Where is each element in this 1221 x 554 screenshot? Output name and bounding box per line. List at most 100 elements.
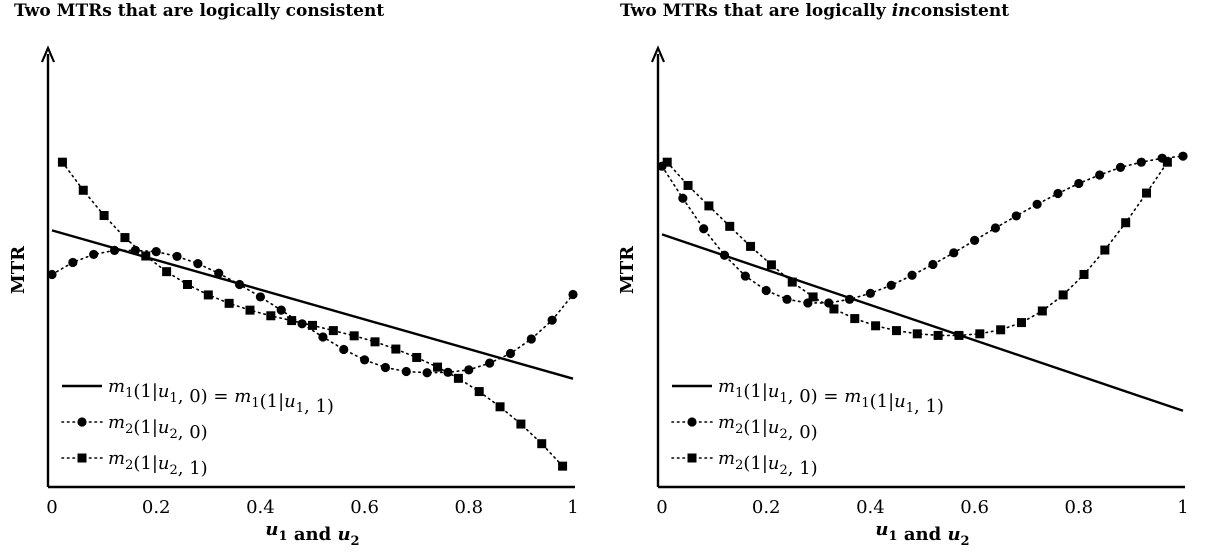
data-point [474, 387, 484, 397]
series-2 [657, 151, 1188, 308]
x-axis-label: u1 and u2 [265, 519, 359, 549]
series-line [51, 249, 574, 374]
legend-label: m2(1|u2, 0) [108, 412, 208, 443]
data-point [255, 292, 265, 302]
data-point [141, 251, 151, 261]
data-point [99, 211, 109, 221]
data-point [109, 245, 120, 256]
x-tick-label: 0.6 [960, 497, 989, 518]
data-point [89, 249, 99, 260]
data-point [990, 223, 1001, 233]
series-3 [662, 157, 1172, 340]
data-point [547, 315, 557, 325]
series-line [666, 161, 1169, 337]
data-point [907, 270, 917, 280]
data-point [970, 235, 980, 245]
data-point [949, 248, 959, 258]
chart-title: Two MTRs that are logically inconsistent [620, 1, 1009, 21]
data-point [844, 294, 855, 304]
data-point [151, 247, 161, 257]
x-tick-label: 0 [46, 497, 57, 518]
data-point [1032, 199, 1042, 209]
data-point [704, 201, 714, 211]
data-point [276, 305, 286, 315]
legend-label: m2(1|u2, 0) [718, 412, 818, 443]
data-point [1079, 269, 1089, 279]
data-point [453, 373, 463, 383]
data-point [1100, 245, 1110, 255]
data-point [505, 348, 516, 359]
data-point [224, 298, 234, 308]
data-point [568, 289, 578, 300]
y-axis-label: MTR [617, 245, 638, 294]
data-point [662, 157, 672, 167]
data-point [120, 233, 130, 243]
legend: m1(1|u1, 0) = m1(1|u1, 1)m2(1|u2, 0) m2(1… [671, 376, 944, 479]
data-point [234, 279, 245, 290]
data-point [203, 290, 213, 300]
data-point [391, 344, 401, 354]
data-point [719, 250, 730, 260]
data-point [339, 344, 349, 355]
series-3 [57, 157, 568, 471]
data-point [782, 294, 792, 304]
data-point [370, 337, 380, 347]
legend-label: m1(1|u1, 0) = m1(1|u1, 1) [108, 376, 334, 417]
data-point [829, 304, 839, 314]
y-axis-label: MTR [8, 245, 29, 294]
data-point [495, 402, 505, 412]
data-point [360, 355, 370, 365]
x-tick-label: 0.8 [454, 497, 483, 518]
data-point [245, 305, 255, 315]
data-point [1074, 178, 1084, 189]
data-point [47, 269, 57, 280]
series-1 [661, 233, 1184, 412]
series-line [661, 155, 1184, 304]
chart-panel-2: Two MTRs that are logically inconsistent… [617, 1, 1189, 549]
data-point [214, 268, 224, 278]
x-tick-label: 0.4 [246, 497, 275, 518]
data-point [850, 314, 860, 324]
y-axis-arrow [40, 45, 56, 63]
data-point [401, 366, 411, 377]
data-point [891, 326, 901, 336]
data-point [699, 224, 709, 234]
data-point [975, 329, 985, 339]
data-point [78, 185, 88, 195]
legend-label: m1(1|u1, 0) = m1(1|u1, 1) [718, 376, 944, 417]
data-point [349, 331, 359, 341]
data-point [464, 365, 474, 375]
data-point [886, 280, 896, 290]
data-point [1053, 188, 1063, 199]
legend: m1(1|u1, 0) = m1(1|u1, 1)m2(1|u2, 0) m2(1… [61, 376, 334, 479]
data-point [761, 285, 771, 296]
chart-title: Two MTRs that are logically consistent [14, 1, 384, 21]
legend-label: m2(1|u2, 1) [108, 448, 208, 479]
data-point [1058, 290, 1068, 300]
data-point [193, 259, 203, 269]
data-point [1162, 157, 1172, 167]
x-tick-label: 0.2 [142, 497, 171, 518]
data-point [865, 288, 876, 298]
data-point [683, 180, 693, 190]
series-line [661, 233, 1184, 412]
data-point [1016, 318, 1026, 328]
x-tick-label: 0.8 [1064, 497, 1093, 518]
x-tick-label: 0.4 [856, 497, 885, 518]
data-point [422, 368, 432, 378]
data-point [933, 330, 943, 340]
data-point [1037, 306, 1047, 316]
data-point [162, 267, 172, 277]
legend-swatch [671, 453, 713, 463]
data-point [318, 332, 328, 342]
data-point [287, 316, 297, 326]
data-point [433, 362, 443, 372]
data-point [537, 439, 547, 449]
x-tick-label: 0.2 [752, 497, 781, 518]
x-tick-label: 0.6 [350, 497, 379, 518]
data-point [1178, 151, 1188, 161]
data-point [928, 259, 938, 270]
data-point [746, 241, 756, 251]
data-point [412, 352, 422, 362]
